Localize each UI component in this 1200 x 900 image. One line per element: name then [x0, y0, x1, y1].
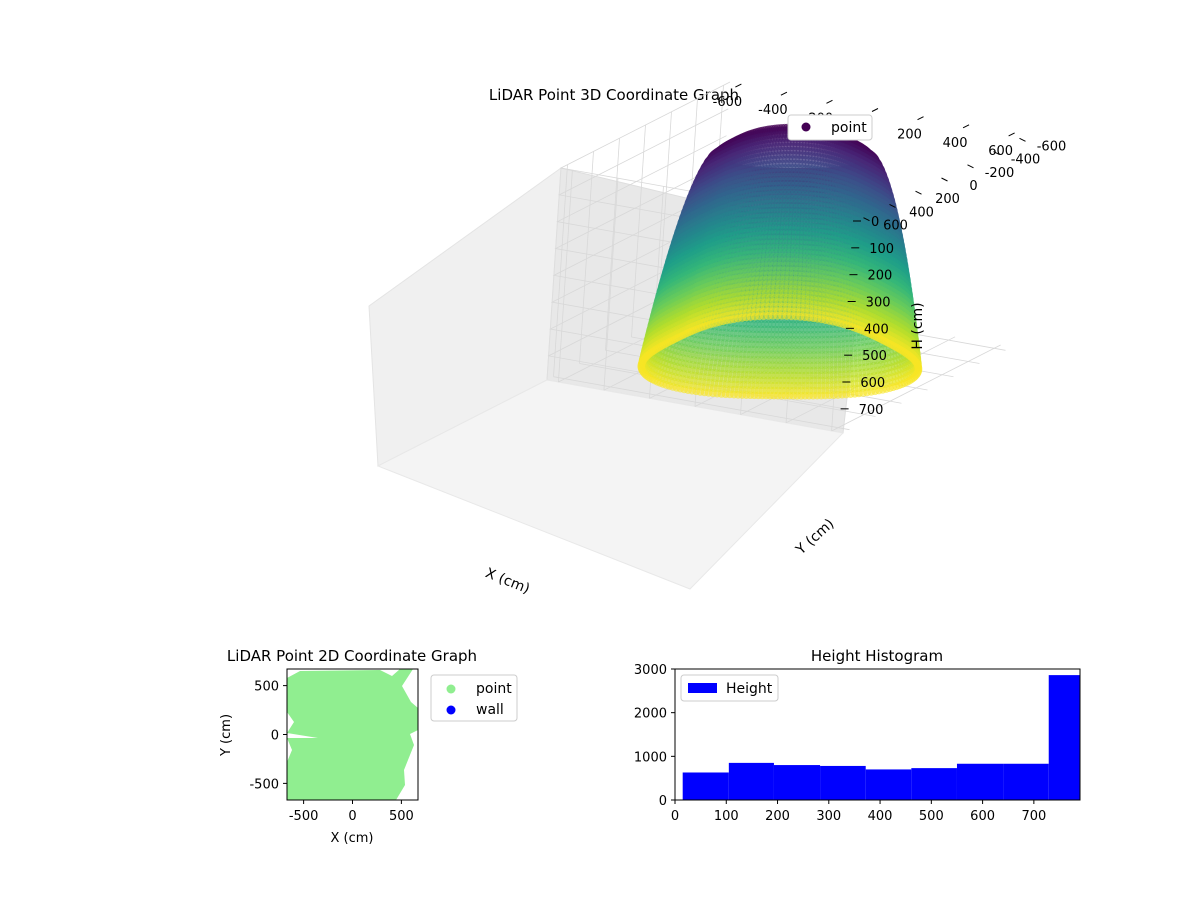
grid-line [631, 124, 646, 338]
grid-line [603, 178, 619, 391]
grid-line [605, 138, 620, 351]
pane-floor [376, 379, 845, 590]
grid-line [553, 376, 850, 431]
grid-line [553, 164, 568, 377]
plot-3d: LiDAR Point 3D Coordinate Graph -600-400… [368, 81, 1066, 597]
grid-line [831, 344, 1001, 432]
point-cloud [637, 123, 923, 400]
grid-line [557, 170, 573, 383]
grid-line [579, 151, 594, 364]
plot-3d-title: LiDAR Point 3D Coordinate Graph [489, 86, 739, 104]
